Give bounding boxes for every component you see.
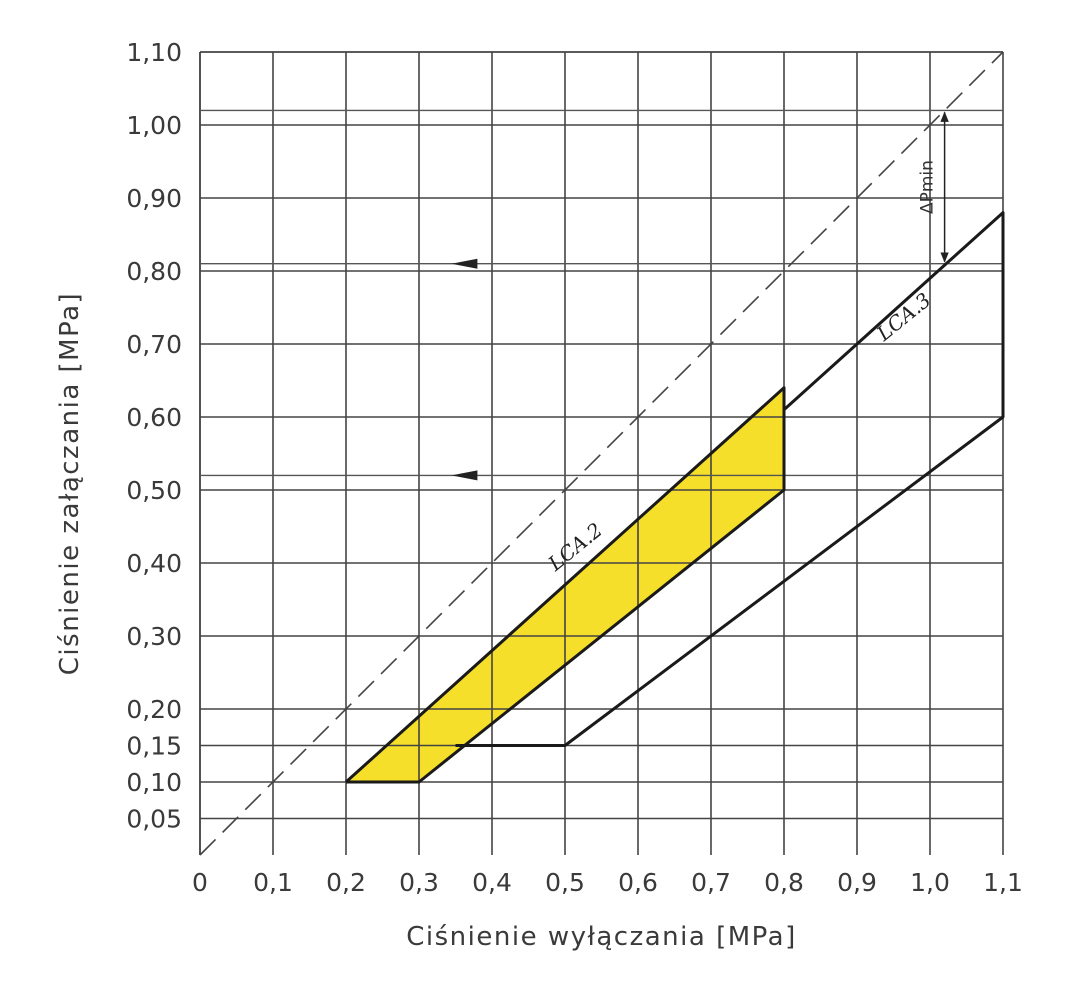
grid: [199, 51, 1004, 855]
y-tick-label: 0,50: [126, 476, 182, 505]
x-tick-label: 1,0: [910, 868, 950, 897]
y-tick-label: 1,10: [126, 38, 182, 67]
region-outline-lca2: [344, 386, 786, 784]
x-tick-label: 0,2: [326, 868, 366, 897]
x-tick-label: 1,1: [983, 868, 1023, 897]
arrow-head: [451, 258, 478, 269]
y-tick-label: 0,15: [126, 732, 182, 761]
y-tick-label: 0,10: [126, 768, 182, 797]
x-tick-label: 0,7: [691, 868, 731, 897]
y-tick-label: 0,80: [126, 257, 182, 286]
region-label-lca3: LCA.3: [871, 288, 935, 346]
region-outline-layer: [199, 51, 1005, 856]
x-tick-label: 0,1: [253, 868, 293, 897]
tick-labels: 0 0,1 0,2 0,3 0,4 0,5 0,6 0,7 0,8 0,9 1,0 1,1 0,05 0,…: [126, 38, 1023, 897]
x-tick-label: 0,4: [472, 868, 512, 897]
x-tick-label: 0,5: [545, 868, 585, 897]
y-tick-label: 0,20: [126, 695, 182, 724]
y-tick-label: 0,90: [126, 184, 182, 213]
x-tick-label: 0: [192, 868, 208, 897]
arrow-head: [451, 470, 478, 481]
x-tick-label: 0,6: [618, 868, 658, 897]
delta-p-min-label: ΔPmin: [918, 160, 938, 214]
x-tick-label: 0,9: [837, 868, 877, 897]
x-tick-label: 0,3: [399, 868, 439, 897]
y-tick-label: 0,05: [126, 805, 182, 834]
y-tick-label: 0,60: [126, 403, 182, 432]
arrow-left-icon: [451, 258, 478, 269]
y-tick-label: 0,40: [126, 549, 182, 578]
x-axis-title: Ciśnienie wyłączania [MPa]: [406, 922, 797, 952]
y-axis-title: Ciśnienie załączania [MPa]: [55, 292, 85, 675]
y-tick-label: 1,00: [126, 111, 182, 140]
diagonal-reference-line: [199, 51, 1004, 856]
x-tick-label: 0,8: [764, 868, 804, 897]
y-tick-label: 0,30: [126, 622, 182, 651]
arrow-left-icon: [451, 470, 478, 481]
region-outline-lca3: [455, 211, 1005, 747]
y-tick-label: 0,70: [126, 330, 182, 359]
